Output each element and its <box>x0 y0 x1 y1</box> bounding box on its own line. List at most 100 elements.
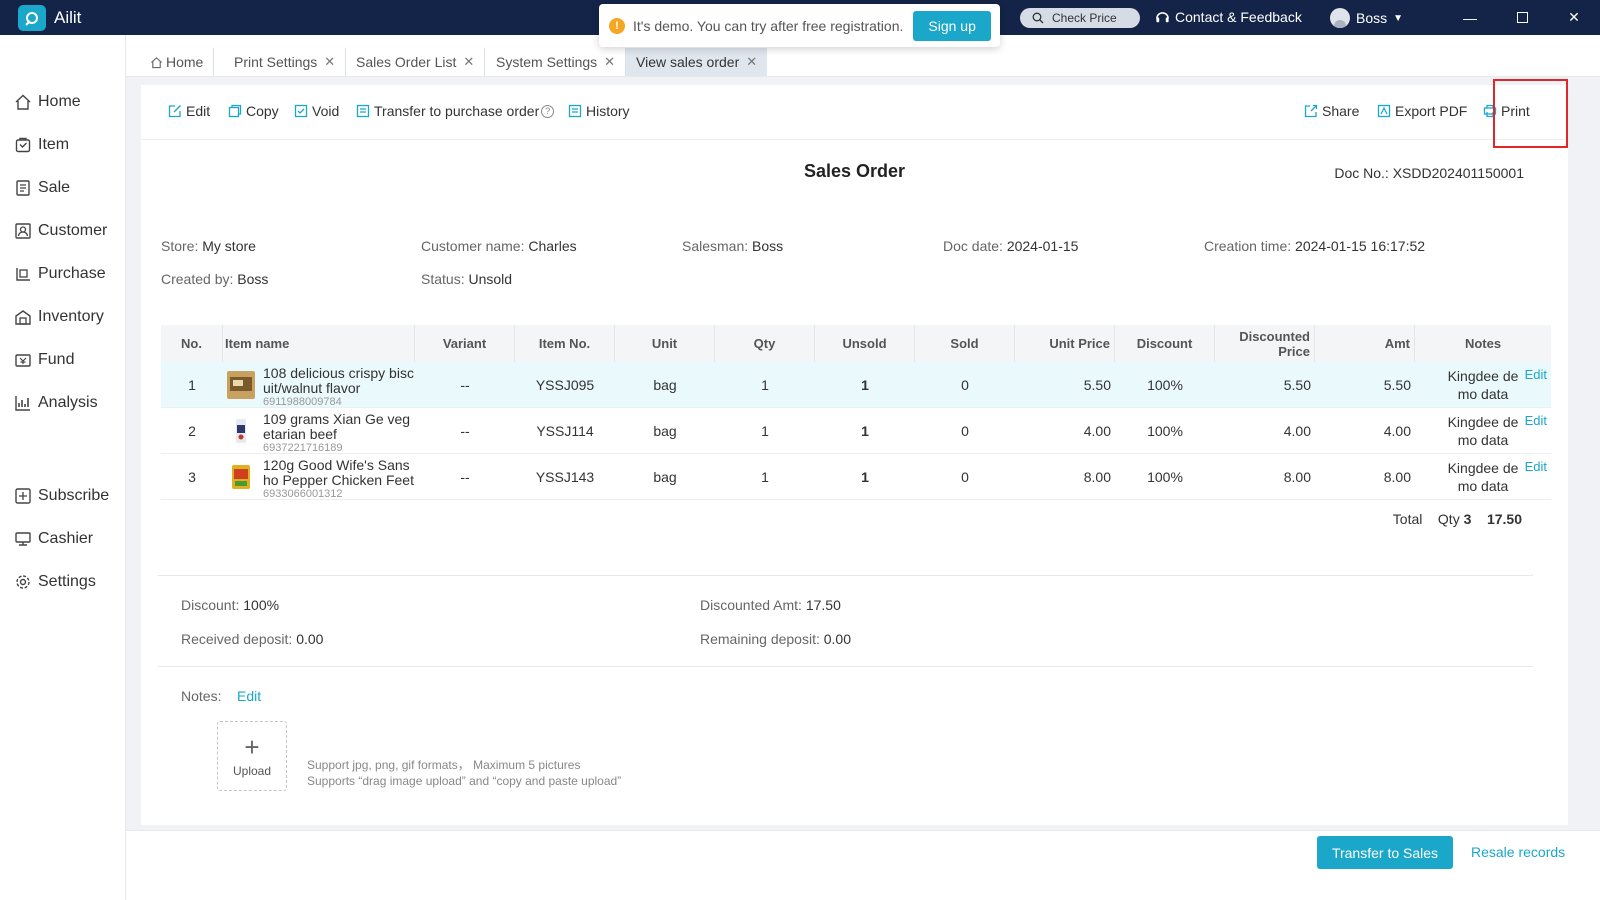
edit-notes-link[interactable]: Edit <box>1524 367 1547 382</box>
col-item-name: Item name <box>223 325 415 362</box>
sidebar-item-cashier[interactable]: Cashier <box>14 530 93 548</box>
sidebar-label: Cashier <box>38 530 94 547</box>
table-row[interactable]: 1 108 delicious crispy bisc uit/walnut f… <box>161 362 1551 408</box>
sidebar-label: Customer <box>38 222 108 239</box>
avatar <box>1330 8 1350 28</box>
demo-message: It's demo. You can try after free regist… <box>633 17 904 34</box>
sidebar-item-fund[interactable]: Fund <box>14 351 74 369</box>
logo-icon <box>18 4 46 31</box>
maximize-icon <box>1516 12 1528 23</box>
notes-line1: Kingdee de <box>1447 367 1519 384</box>
row-discounted-price: 5.50 <box>1283 376 1311 393</box>
sidebar-item-home[interactable]: Home <box>14 93 81 111</box>
close-window-button[interactable]: ✕ <box>1548 0 1600 35</box>
close-icon[interactable]: ✕ <box>324 54 336 69</box>
product-thumbnail <box>227 416 255 445</box>
export-pdf-button[interactable]: Export PDF <box>1377 103 1467 119</box>
summary-discount-value: 100% <box>243 597 280 613</box>
sidebar-item-purchase[interactable]: Purchase <box>14 265 106 283</box>
sale-icon <box>16 180 30 196</box>
sidebar-item-item[interactable]: Item <box>14 136 69 154</box>
minimize-button[interactable]: — <box>1444 0 1496 35</box>
customer-value: Charles <box>528 238 577 254</box>
sidebar-item-sale[interactable]: Sale <box>14 179 70 197</box>
total-label: Total <box>1392 511 1423 527</box>
copy-button[interactable]: Copy <box>228 103 279 119</box>
tab-sales-order-list[interactable]: Sales Order List ✕ <box>346 48 486 76</box>
col-amt: Amt <box>1315 325 1415 362</box>
row-sold: 0 <box>961 422 969 439</box>
tab-view-sales-order[interactable]: View sales order ✕ <box>626 48 768 76</box>
row-qty: 1 <box>761 422 769 439</box>
col-unit: Unit <box>615 325 715 362</box>
void-button[interactable]: Void <box>294 103 339 119</box>
salesman-label: Salesman: <box>682 238 749 254</box>
demo-banner: ! It's demo. You can try after free regi… <box>599 4 1000 47</box>
row-item-no: YSSJ114 <box>536 422 594 439</box>
doc-no-label: Doc No.: <box>1334 165 1389 181</box>
minimize-icon: — <box>1463 9 1477 26</box>
sidebar-item-subscribe[interactable]: Subscribe <box>14 487 109 505</box>
edit-notes-link[interactable]: Edit <box>1524 413 1547 428</box>
row-unsold: 1 <box>861 468 869 485</box>
col-no: No. <box>161 325 223 362</box>
barcode: 6937221716189 <box>263 441 343 454</box>
sidebar-label: Fund <box>38 351 75 368</box>
status-value: Unsold <box>468 271 513 287</box>
creation-time-info: Creation time: 2024-01-15 16:17:52 <box>1204 238 1425 254</box>
table-total: Total Qty 3 17.50 <box>1393 511 1522 527</box>
print-label: Print <box>1501 103 1530 119</box>
total-qty-value: 3 <box>1463 511 1472 527</box>
help-icon[interactable]: ? <box>541 104 555 118</box>
contact-feedback-button[interactable]: Contact & Feedback <box>1155 9 1302 25</box>
transfer-purchase-order-button[interactable]: Transfer to purchase order ? <box>356 103 555 119</box>
cashier-icon <box>15 532 31 546</box>
row-no: 1 <box>188 376 196 393</box>
row-variant: -- <box>460 376 470 393</box>
close-icon[interactable]: ✕ <box>746 54 758 69</box>
row-no: 3 <box>188 468 196 485</box>
sidebar-item-inventory[interactable]: Inventory <box>14 308 104 326</box>
item-name-line1: 108 delicious crispy bisc <box>263 364 414 381</box>
sidebar-item-customer[interactable]: Customer <box>14 222 107 240</box>
tab-home[interactable]: Home <box>140 48 215 76</box>
resale-records-link[interactable]: Resale records <box>1471 844 1566 860</box>
tab-print-settings[interactable]: Print Settings ✕ <box>224 48 347 76</box>
sidebar-item-settings[interactable]: Settings <box>14 573 96 591</box>
history-label: History <box>586 103 630 119</box>
history-button[interactable]: History <box>568 103 630 119</box>
maximize-button[interactable] <box>1496 0 1548 35</box>
close-icon[interactable]: ✕ <box>604 54 616 69</box>
tab-system-settings[interactable]: System Settings ✕ <box>486 48 627 76</box>
headset-icon <box>1156 11 1169 22</box>
close-icon[interactable]: ✕ <box>463 54 475 69</box>
notes-edit-link[interactable]: Edit <box>237 688 262 704</box>
row-unsold: 1 <box>861 422 869 439</box>
summary-remaining-deposit: Remaining deposit: 0.00 <box>700 631 851 647</box>
doc-number: Doc No.: XSDD202401150001 <box>1334 165 1524 181</box>
signup-button[interactable]: Sign up <box>913 10 991 41</box>
created-by-value: Boss <box>237 271 269 287</box>
check-price-button[interactable]: Check Price <box>1020 8 1140 28</box>
upload-button[interactable]: + Upload <box>217 721 287 791</box>
edit-button[interactable]: Edit <box>168 103 210 119</box>
created-by-info: Created by: Boss <box>161 271 268 287</box>
table-row[interactable]: 2 109 grams Xian Ge veg etarian beef 693… <box>161 408 1551 454</box>
row-notes: Kingdee de mo data Edit <box>1415 454 1551 499</box>
creation-time-label: Creation time: <box>1204 238 1292 254</box>
items-table: No. Item name Variant Item No. Unit Qty … <box>161 325 1551 500</box>
item-icon <box>15 137 31 153</box>
user-menu[interactable]: Boss ▼ <box>1330 8 1403 28</box>
share-button[interactable]: Share <box>1304 103 1359 119</box>
transfer-to-sales-button[interactable]: Transfer to Sales <box>1317 836 1453 869</box>
table-row[interactable]: 3 120g Good Wife's Sans ho Pepper Chicke… <box>161 454 1551 500</box>
col-sold: Sold <box>915 325 1015 362</box>
edit-notes-link[interactable]: Edit <box>1524 459 1547 474</box>
notes-line1: Kingdee de <box>1447 413 1519 430</box>
sidebar-item-analysis[interactable]: Analysis <box>14 394 98 412</box>
history-icon <box>568 104 582 118</box>
row-unsold: 1 <box>861 376 869 393</box>
row-unit: bag <box>653 422 677 439</box>
sidebar-label: Item <box>38 136 70 153</box>
notes-text: Kingdee de mo data <box>1443 459 1523 495</box>
